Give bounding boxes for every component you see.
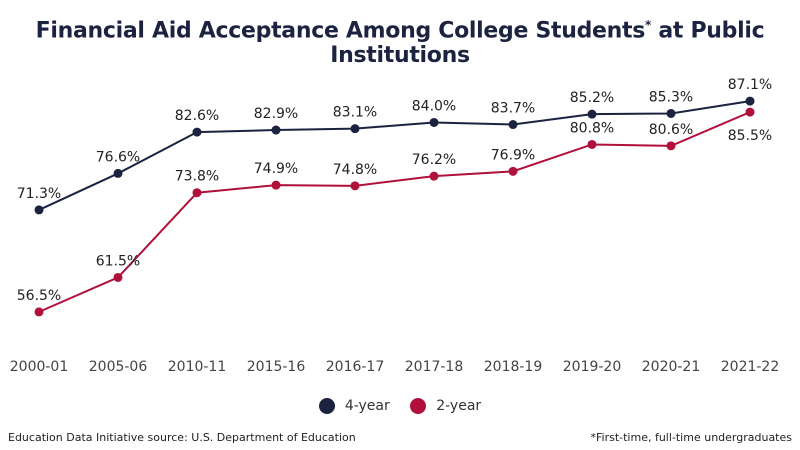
data-point-2-year [508, 166, 518, 176]
legend-label-2-year: 2-year [436, 398, 482, 414]
data-label-2-year: 56.5% [17, 288, 61, 304]
data-label-2-year: 76.2% [412, 152, 456, 168]
data-point-4-year [192, 127, 202, 137]
series-line-4-year [38, 100, 751, 211]
data-label-2-year: 80.8% [570, 120, 614, 136]
data-point-4-year [508, 120, 518, 130]
data-point-2-year [113, 272, 123, 282]
legend-item-2-year: 2-year [410, 398, 481, 414]
x-tick-label: 2010-11 [168, 359, 227, 375]
series-line-2-year [38, 111, 751, 313]
data-label-2-year: 85.5% [728, 128, 772, 144]
chart-title-text: Financial Aid Acceptance Among College S… [35, 18, 646, 44]
data-label-4-year: 83.1% [333, 105, 377, 121]
data-label-2-year: 61.5% [96, 253, 140, 269]
data-point-4-year [587, 109, 597, 119]
data-point-4-year [350, 124, 360, 134]
data-label-2-year: 73.8% [175, 169, 219, 185]
legend-item-4-year: 4-year [318, 398, 390, 414]
data-point-4-year [113, 168, 123, 178]
data-point-2-year [192, 188, 202, 198]
chart-title-marker: * [645, 18, 651, 32]
data-point-2-year [34, 307, 44, 317]
x-tick-label: 2019-20 [563, 359, 622, 375]
source-note: Education Data Initiative source: U.S. D… [8, 431, 356, 444]
data-label-2-year: 80.6% [649, 122, 693, 138]
data-point-4-year [745, 96, 755, 106]
x-tick-label: 2017-18 [405, 359, 464, 375]
data-label-4-year: 83.7% [491, 101, 535, 117]
x-tick-label: 2000-01 [10, 359, 69, 375]
data-point-2-year [666, 141, 676, 151]
data-point-4-year [34, 205, 44, 215]
x-tick-label: 2016-17 [326, 359, 385, 375]
data-point-2-year [429, 171, 439, 181]
legend: 4-year 2-year [0, 398, 800, 418]
data-label-4-year: 76.6% [96, 149, 140, 165]
data-label-4-year: 85.3% [649, 89, 693, 105]
chart-title-suffix: at Public Institutions [330, 18, 765, 69]
data-label-4-year: 82.9% [254, 106, 298, 122]
data-label-4-year: 85.2% [570, 90, 614, 106]
data-label-2-year: 76.9% [491, 147, 535, 163]
data-label-4-year: 87.1% [728, 77, 772, 93]
data-label-2-year: 74.8% [333, 162, 377, 178]
data-label-4-year: 82.6% [175, 108, 219, 124]
data-point-2-year [350, 181, 360, 191]
data-point-4-year [271, 125, 281, 135]
x-tick-label: 2018-19 [484, 359, 543, 375]
data-point-2-year [587, 139, 597, 149]
data-label-4-year: 71.3% [17, 186, 61, 202]
x-tick-label: 2021-22 [721, 359, 780, 375]
x-tick-label: 2005-06 [89, 359, 148, 375]
legend-label-4-year: 4-year [344, 398, 390, 414]
data-label-4-year: 84.0% [412, 98, 456, 114]
chart-title: Financial Aid Acceptance Among College S… [0, 18, 800, 68]
x-tick-label: 2020-21 [642, 359, 701, 375]
data-point-4-year [429, 117, 439, 127]
data-label-2-year: 74.9% [254, 161, 298, 177]
data-point-2-year [745, 107, 755, 117]
legend-swatch-4-year [318, 398, 335, 414]
data-point-2-year [271, 180, 281, 190]
x-tick-label: 2015-16 [247, 359, 306, 375]
data-point-4-year [666, 108, 676, 118]
legend-swatch-2-year [410, 398, 427, 414]
footnote: *First-time, full-time undergraduates [590, 431, 792, 444]
